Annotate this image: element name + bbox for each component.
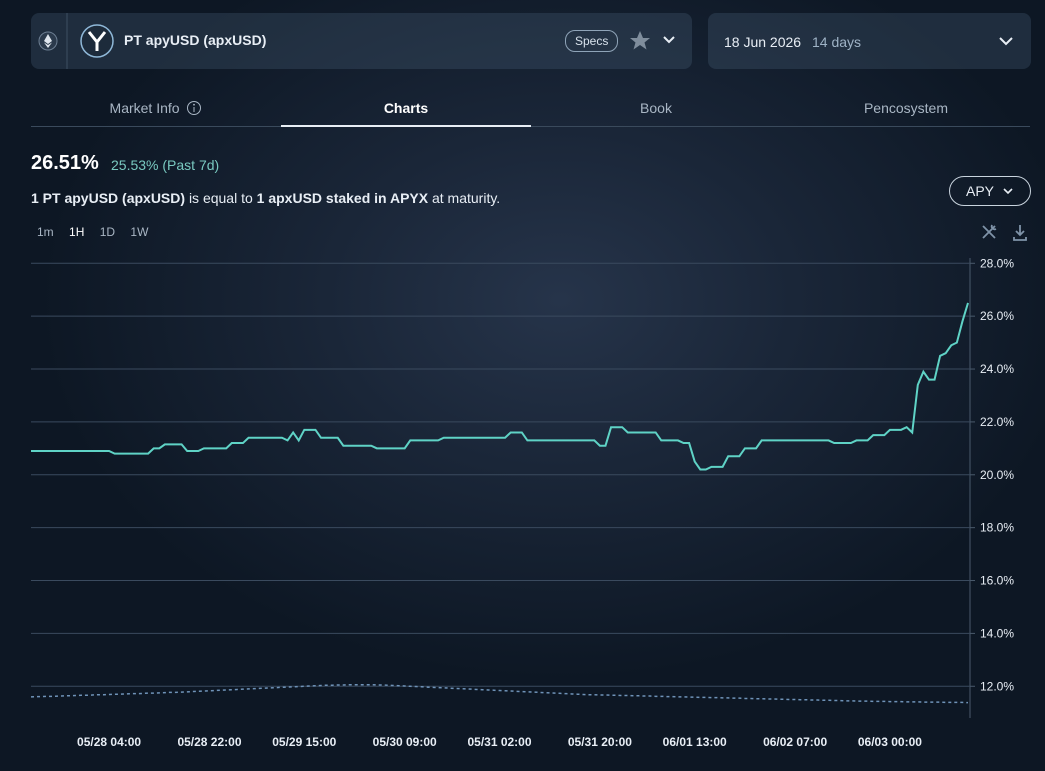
x-tick-label: 05/30 09:00 bbox=[373, 735, 437, 749]
past-apy: 25.53% (Past 7d) bbox=[111, 157, 220, 173]
current-apy: 26.51% bbox=[31, 152, 99, 174]
y-tick-label: 22.0% bbox=[980, 415, 1014, 429]
maturity-date: 18 Jun 2026 bbox=[724, 34, 802, 50]
x-tick-label: 05/28 04:00 bbox=[77, 735, 141, 749]
x-tick-label: 05/31 20:00 bbox=[568, 735, 632, 749]
maturity-selector[interactable]: 18 Jun 2026 14 days bbox=[708, 13, 1031, 69]
x-tick-label: 06/01 13:00 bbox=[663, 735, 727, 749]
market-selector[interactable]: PT apyUSD (apxUSD) Specs bbox=[31, 13, 692, 69]
line-series bbox=[31, 302, 969, 471]
tab[interactable]: Book bbox=[640, 100, 672, 116]
maturity-days: 14 days bbox=[812, 34, 862, 50]
interval[interactable]: 1D bbox=[99, 225, 116, 239]
metric-label: APY bbox=[966, 183, 995, 199]
tab[interactable]: Market Info bbox=[31, 100, 281, 116]
y-tick-label: 16.0% bbox=[980, 574, 1014, 588]
x-tick-label: 05/29 15:00 bbox=[272, 735, 336, 749]
interval[interactable]: 1H bbox=[69, 225, 85, 239]
chart-tools[interactable] bbox=[980, 222, 1030, 244]
tab-label: Market Info bbox=[109, 100, 180, 116]
selector-icons bbox=[38, 13, 675, 69]
description-subject: 1 PT apyUSD (apxUSD) bbox=[31, 190, 186, 206]
info-icon bbox=[187, 101, 202, 115]
tab[interactable]: Pencosystem bbox=[863, 100, 949, 116]
y-tick-label: 28.0% bbox=[980, 256, 1014, 270]
y-tick-label: 14.0% bbox=[980, 626, 1014, 640]
market-title: PT apyUSD (apxUSD) bbox=[124, 32, 267, 48]
description-connector: is equal to bbox=[188, 190, 253, 206]
chevron bbox=[999, 37, 1013, 46]
y-tick-label: 24.0% bbox=[980, 362, 1014, 376]
x-tick-label: 06/03 00:00 bbox=[858, 735, 922, 749]
description-object: 1 apxUSD staked in APYX bbox=[256, 190, 429, 206]
specs-button[interactable]: Specs bbox=[565, 30, 619, 52]
x-tick-label: 06/02 07:00 bbox=[763, 735, 827, 749]
y-tick-label: 12.0% bbox=[980, 679, 1014, 693]
tab[interactable]: Charts bbox=[383, 100, 429, 116]
interval[interactable]: 1W bbox=[130, 225, 149, 239]
x-tick-label: 05/28 22:00 bbox=[177, 735, 241, 749]
y-tick-label: 18.0% bbox=[980, 521, 1014, 535]
interval[interactable]: 1m bbox=[37, 225, 54, 239]
line-series bbox=[30, 683, 969, 704]
y-tick-label: 20.0% bbox=[980, 468, 1014, 482]
chevron bbox=[1003, 188, 1013, 195]
description: 1 PT apyUSD (apxUSD) is equal to 1 apxUS… bbox=[31, 190, 500, 206]
tab-indicator bbox=[281, 125, 531, 127]
description-suffix: at maturity. bbox=[431, 190, 501, 206]
x-tick-label: 05/31 02:00 bbox=[467, 735, 531, 749]
interval-selector: 1m 1H 1D 1W bbox=[31, 225, 154, 239]
y-tick-label: 26.0% bbox=[980, 309, 1014, 323]
metric-dropdown[interactable]: APY bbox=[949, 176, 1031, 206]
